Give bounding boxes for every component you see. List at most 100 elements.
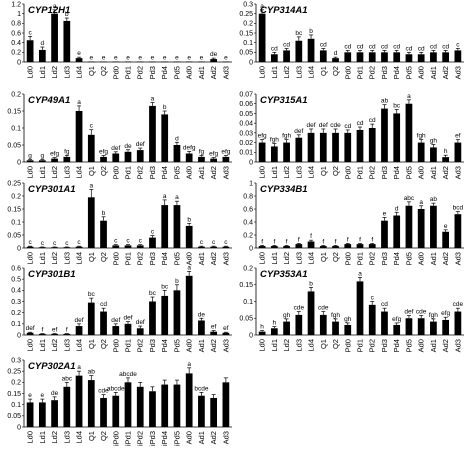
significance-label: a (151, 96, 155, 103)
bar (149, 301, 156, 335)
x-tick-label: Pd2 (136, 252, 145, 265)
bar (454, 311, 462, 335)
bar (26, 40, 34, 62)
significance-label: gh (430, 138, 438, 145)
significance-label: e (138, 55, 142, 62)
x-tick-label: Ad3 (453, 252, 462, 265)
x-tick-label: Q1 (319, 166, 328, 176)
x-tick-label: Pd2 (368, 252, 377, 265)
bar (173, 384, 181, 427)
bar (136, 245, 144, 248)
chart-title: CYP49A1 (28, 95, 70, 106)
bar (124, 382, 132, 427)
significance-label: c (371, 295, 375, 302)
x-tick-label: Pd3 (380, 252, 389, 265)
significance-label: c (65, 240, 69, 247)
bar (356, 52, 364, 62)
chart-title: CYP12H1 (28, 5, 70, 16)
significance-label: f (322, 238, 324, 245)
x-tick-label: Ld4 (75, 339, 84, 352)
x-tick-label: Ld4 (75, 166, 84, 179)
bar (112, 61, 120, 63)
bar (38, 160, 46, 162)
y-tick-label: 0.8 (243, 193, 253, 200)
significance-label: def (319, 122, 328, 129)
bar (198, 320, 205, 335)
bar (442, 157, 450, 162)
significance-label: e (77, 50, 81, 57)
bar (344, 52, 352, 62)
x-tick-label: Ad2 (209, 66, 218, 79)
x-tick-label: Ad1 (197, 252, 206, 265)
panel-cyp314a1: 00.050.10.150.20.250.3CYP314A1aLd0cdLd1c… (239, 1, 464, 79)
x-tick-label: Ld1 (38, 431, 47, 444)
significance-label: b (309, 28, 313, 35)
x-tick-label: Ld3 (62, 166, 71, 179)
x-tick-label: Ad2 (441, 252, 450, 265)
y-tick-label: 0 (249, 332, 253, 339)
bar (26, 160, 34, 162)
bar (283, 142, 290, 162)
y-tick-label: 0.06 (239, 101, 253, 108)
significance-label: efg (441, 310, 450, 317)
significance-label: cde (294, 305, 305, 312)
bar (124, 323, 132, 335)
bar (295, 314, 303, 335)
x-tick-label: Ld3 (294, 252, 303, 265)
bar (319, 314, 327, 335)
x-tick-label: Ld0 (26, 166, 35, 179)
significance-label: def (111, 145, 120, 152)
bar (63, 247, 71, 248)
chart-title: CYP314A1 (260, 5, 308, 16)
x-tick-label: Ld0 (258, 339, 267, 352)
x-tick-label: Ld0 (26, 252, 35, 265)
x-tick-label: Ld0 (26, 339, 35, 352)
panel-cyp49a1: 0 0.05 0.1 0.15 0.2 CYP49A1 g Ld0 g Ld1 efg Ld2 fg Ld… (7, 91, 232, 179)
x-tick-label: Ad1 (197, 339, 206, 352)
x-tick-label: Pd4 (160, 66, 169, 79)
x-tick-label: Ad1 (197, 431, 206, 444)
x-tick-label: Ad2 (209, 431, 218, 444)
x-tick-label: Pd2 (368, 66, 377, 79)
significance-label: cd (381, 43, 388, 50)
significance-label: h (444, 148, 448, 155)
significance-label: efg (209, 151, 218, 158)
x-tick-label: Ld4 (307, 66, 316, 79)
bar (26, 402, 34, 427)
significance-label: f (359, 236, 361, 243)
significance-label: e (126, 55, 130, 62)
x-tick-label: Pd0 (111, 252, 120, 265)
bar (198, 156, 205, 162)
panel-cyp301b1: 00.10.20.30.40.50.6CYP301B1defLd0fLd1efL… (11, 264, 232, 352)
significance-label: c (151, 229, 155, 236)
x-tick-label: Ad0 (417, 339, 426, 352)
x-tick-label: Q2 (331, 166, 340, 176)
significance-label: cd (369, 43, 376, 50)
x-tick-label: Pd3 (148, 66, 157, 79)
x-tick-label: Pd4 (160, 252, 169, 265)
bar (100, 156, 107, 162)
significance-label: c (41, 240, 45, 247)
y-tick-label: 0.15 (239, 282, 253, 289)
significance-label: abc (404, 195, 415, 202)
bar (332, 132, 339, 162)
significance-label: b (187, 216, 191, 223)
significance-label: cde (416, 309, 427, 316)
significance-label: a (407, 93, 411, 100)
bar (173, 61, 181, 63)
significance-label: f (273, 238, 275, 245)
x-tick-label: Ld0 (258, 66, 267, 79)
significance-label: ab (430, 196, 438, 203)
bar (368, 52, 376, 62)
x-tick-label: iPd0 (111, 431, 120, 446)
x-tick-label: Ad3 (453, 339, 462, 352)
bar (210, 158, 218, 162)
significance-label: cd (393, 43, 400, 50)
y-tick-label: 0.1 (11, 321, 21, 328)
bar (198, 61, 205, 63)
panel-cyp302a1: 0 0.05 0.1 0.15 0.2 0.25 0.3 CYP302A1 e Ld0 e Ld1 de… (7, 357, 232, 446)
panel-cyp315a1: 00.010.020.030.040.050.060.07CYP315A1efg… (239, 91, 464, 179)
x-tick-label: Ld4 (307, 339, 316, 352)
y-tick-label: 0 (249, 245, 253, 252)
